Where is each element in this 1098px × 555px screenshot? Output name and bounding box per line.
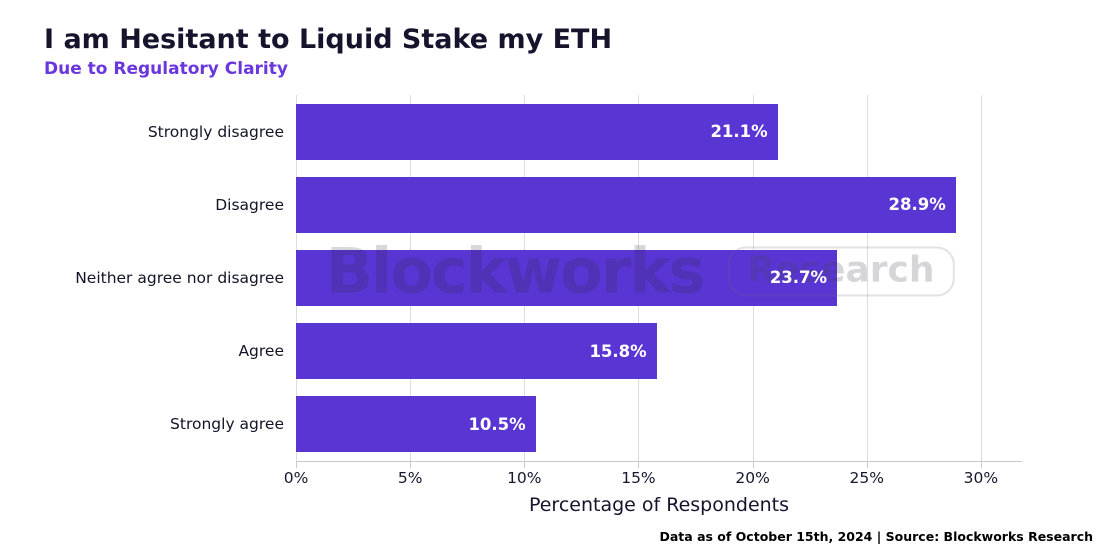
bar-value-label: 21.1%	[710, 122, 768, 141]
category-label: Agree	[238, 342, 284, 361]
bar-row: Disagree 28.9%	[215, 168, 1022, 241]
x-axis-tickmark	[980, 461, 982, 468]
bar: 23.7%	[296, 249, 838, 306]
bar-row: Strongly disagree 21.1%	[148, 95, 1022, 168]
plot-area: Strongly disagree 21.1% Disagree 28.9% Neith…	[75, 95, 1022, 487]
chart-subtitle: Due to Regulatory Clarity	[44, 59, 288, 79]
x-axis-tick-label: 15%	[621, 469, 656, 487]
bar-value-label: 10.5%	[468, 414, 526, 434]
bar-value-label: 15.8%	[589, 341, 647, 361]
x-axis-tickmark	[752, 461, 754, 468]
bar: 21.1%	[296, 103, 778, 160]
chart-header: I am Hesitant to Liquid Stake my ETH Due…	[44, 24, 612, 79]
x-axis-tick-label: 30%	[963, 469, 999, 487]
x-axis-tickmark	[296, 461, 297, 468]
x-axis-tick-label: 20%	[735, 469, 770, 487]
bar: 28.9%	[296, 176, 956, 233]
gridline	[866, 95, 868, 461]
x-axis-title: Percentage of Respondents	[528, 494, 790, 516]
bar-row: Strongly agree 10.5%	[170, 388, 1022, 461]
x-axis-tick-label: 0%	[283, 469, 309, 487]
category-label: Strongly agree	[170, 415, 284, 434]
bar-value-label: 23.7%	[769, 268, 828, 288]
x-axis-tick-label: 10%	[507, 469, 542, 487]
x-axis-tick-label: 25%	[849, 469, 884, 487]
x-axis-tick-label: 5%	[397, 469, 423, 487]
x-axis-tickmark	[524, 461, 526, 468]
x-axis-tickmark	[410, 461, 412, 468]
category-label: Disagree	[215, 195, 284, 214]
category-label: Strongly disagree	[147, 122, 284, 141]
category-label: Neither agree nor disagree	[75, 268, 284, 287]
x-axis-tickmark	[638, 461, 640, 468]
gridline	[980, 95, 982, 461]
x-axis-tickmark	[866, 461, 868, 468]
source-footnote: Data as of October 15th, 2024 | Source: …	[659, 529, 1094, 544]
bar: 15.8%	[296, 323, 657, 380]
bar-row: Neither agree nor disagree 23.7%	[75, 241, 1022, 314]
bar-value-label: 28.9%	[888, 195, 946, 215]
chart-title: I am Hesitant to Liquid Stake my ETH	[44, 24, 613, 55]
bar: 10.5%	[296, 396, 536, 453]
bar-row: Agree 15.8%	[238, 315, 1022, 388]
